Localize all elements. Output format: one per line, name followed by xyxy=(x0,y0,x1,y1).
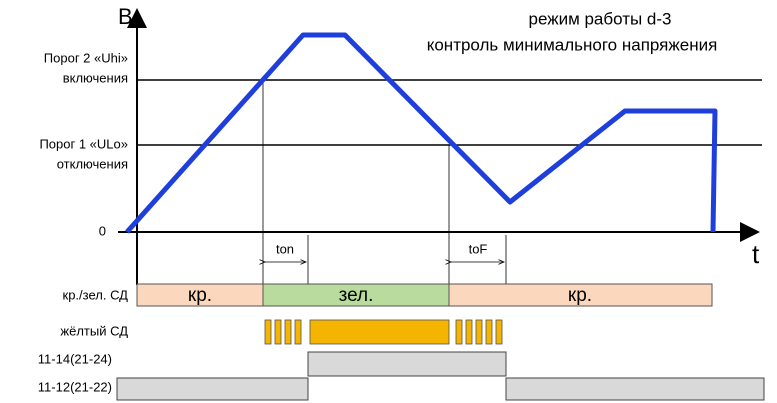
delay-label: ton xyxy=(276,241,294,256)
threshold-caption: отключения xyxy=(57,156,128,171)
delay-label: toF xyxy=(469,241,488,256)
relay-11-14 xyxy=(307,351,507,377)
x-label: t xyxy=(752,239,760,269)
title: контроль минимального напряжения xyxy=(427,35,718,54)
row-label: кр./зел. СД xyxy=(63,287,129,302)
voltage-curve xyxy=(125,32,718,234)
threshold-name: Порог 1 «ULo» xyxy=(39,136,128,151)
threshold-name: Порог 2 «Uhi» xyxy=(44,50,128,65)
segment-label: зел. xyxy=(339,285,374,306)
row-label: 11-14(21-24) xyxy=(38,351,112,366)
red-led-segment xyxy=(448,283,713,307)
title: режим работы d-3 xyxy=(528,9,671,28)
y-label: В xyxy=(118,4,133,29)
row-label: 11-12(21-22) xyxy=(38,379,112,394)
segment-label: кр. xyxy=(188,285,212,306)
segment-label: кр. xyxy=(568,285,592,306)
yellow-led xyxy=(264,319,503,345)
relay-11-12 xyxy=(505,377,765,401)
zero-label: 0 xyxy=(99,223,106,238)
time-markers xyxy=(263,80,507,284)
relay-11-12 xyxy=(116,377,309,401)
threshold-caption: включения xyxy=(63,70,128,85)
row-label: жёлтый СД xyxy=(60,323,128,338)
